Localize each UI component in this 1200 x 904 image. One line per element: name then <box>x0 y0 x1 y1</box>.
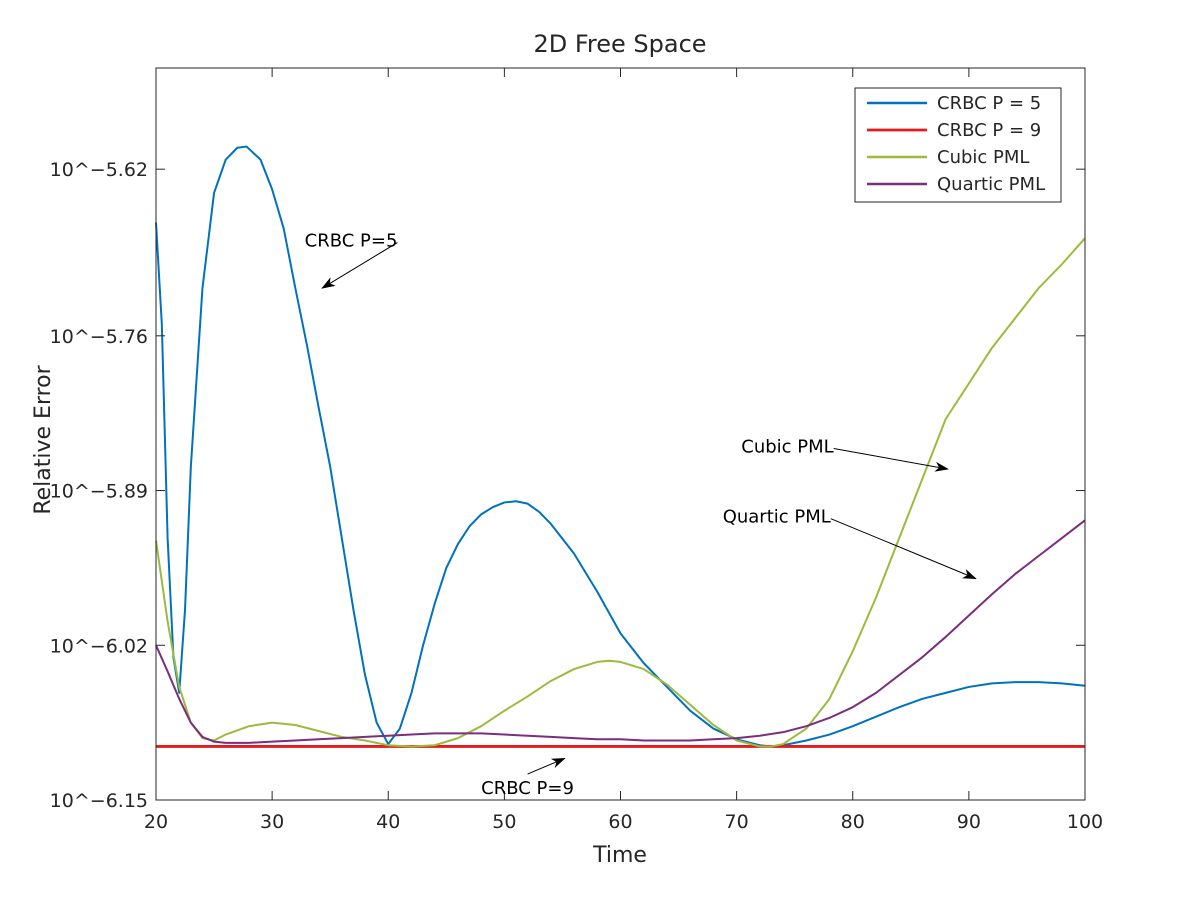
y-tick-label: 10^−5.62 <box>50 159 148 181</box>
series-line-cubic-pml <box>155 237 1086 748</box>
annotation-label: CRBC P=9 <box>481 778 574 799</box>
y-tick-label: 10^−6.15 <box>50 790 148 812</box>
x-tick-label: 20 <box>144 811 168 833</box>
y-tick-label: 10^−6.02 <box>50 635 148 657</box>
legend: CRBC P = 5 CRBC P = 9 Cubic PML Quartic PML <box>854 87 1062 203</box>
series-line-crbc-p-5 <box>155 145 1086 748</box>
legend-label: CRBC P = 9 <box>937 120 1041 141</box>
x-tick-label: 30 <box>260 811 284 833</box>
x-tick-label: 50 <box>492 811 516 833</box>
y-tick-label: 10^−5.89 <box>50 481 148 503</box>
legend-label: Quartic PML <box>937 174 1045 195</box>
annotation-label: Cubic PML <box>741 436 833 457</box>
annotation-arrow <box>833 447 949 472</box>
chart-title: 2D Free Space <box>533 30 706 58</box>
annotation-label: Quartic PML <box>723 507 831 528</box>
x-tick-label: 90 <box>957 811 981 833</box>
x-tick-label: 60 <box>608 811 632 833</box>
series-line-quartic-pml <box>155 519 1086 744</box>
x-axis-label: Time <box>592 843 647 868</box>
annotation-arrow <box>321 242 398 289</box>
x-tick-label: 100 <box>1067 811 1103 833</box>
y-axis-label: Relative Error <box>31 364 56 514</box>
y-tick-label: 10^−5.76 <box>50 326 148 348</box>
x-tick-label: 40 <box>376 811 400 833</box>
annotation-arrow <box>830 518 977 580</box>
x-tick-label: 70 <box>725 811 749 833</box>
legend-label: CRBC P = 5 <box>937 93 1041 114</box>
x-tick-label: 80 <box>841 811 865 833</box>
plot-area: 20 30 40 50 60 70 80 90 100 10^−6.15 10^−6.02 10^−5… <box>50 67 1103 833</box>
annotation-label: CRBC P=5 <box>305 231 398 252</box>
legend-label: Cubic PML <box>937 147 1029 168</box>
annotation-arrow <box>527 757 566 775</box>
